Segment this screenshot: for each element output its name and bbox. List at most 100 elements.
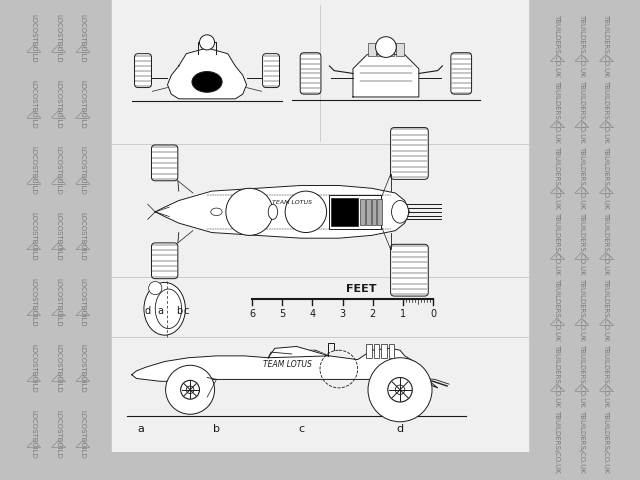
Bar xyxy=(330,195,381,229)
Circle shape xyxy=(388,378,412,402)
Text: LOCOSTBUILD: LOCOSTBUILD xyxy=(80,80,86,129)
Text: a: a xyxy=(157,306,163,316)
Bar xyxy=(378,199,382,225)
Text: TBUILDERS.CO.UK: TBUILDERS.CO.UK xyxy=(604,80,609,143)
Text: TBUILDERS.CO.UK: TBUILDERS.CO.UK xyxy=(579,14,585,77)
Bar xyxy=(360,199,365,225)
FancyBboxPatch shape xyxy=(390,244,428,296)
Text: TBUILDERS.CO.UK: TBUILDERS.CO.UK xyxy=(554,14,560,77)
Ellipse shape xyxy=(268,204,278,219)
Text: LOCOSTBUILD: LOCOSTBUILD xyxy=(31,146,36,195)
Text: b: b xyxy=(175,306,182,316)
Text: 5: 5 xyxy=(279,309,285,319)
Text: c: c xyxy=(184,306,189,316)
Bar xyxy=(368,43,376,57)
Text: c: c xyxy=(298,424,304,433)
Text: LOCOSTBUILD: LOCOSTBUILD xyxy=(80,14,86,63)
Bar xyxy=(366,199,371,225)
Text: TBUILDERS.CO.UK: TBUILDERS.CO.UK xyxy=(554,409,560,472)
Polygon shape xyxy=(156,185,410,238)
Circle shape xyxy=(166,365,214,414)
Text: 3: 3 xyxy=(340,309,346,319)
Circle shape xyxy=(285,191,326,232)
FancyBboxPatch shape xyxy=(152,145,178,181)
Text: LOCOSTBUILD: LOCOSTBUILD xyxy=(55,212,61,261)
Text: LOCOSTBUILD: LOCOSTBUILD xyxy=(31,80,36,129)
Text: a: a xyxy=(138,424,145,433)
Text: LOCOSTBUILD: LOCOSTBUILD xyxy=(31,212,36,261)
Text: d: d xyxy=(396,424,404,433)
Text: LOCOSTBUILD: LOCOSTBUILD xyxy=(80,409,86,458)
Text: TBUILDERS.CO.UK: TBUILDERS.CO.UK xyxy=(579,80,585,143)
Circle shape xyxy=(186,386,194,394)
Bar xyxy=(396,43,404,57)
Text: TBUILDERS.CO.UK: TBUILDERS.CO.UK xyxy=(604,212,609,275)
Text: LOCOSTBUILD: LOCOSTBUILD xyxy=(80,212,86,261)
Text: TBUILDERS.CO.UK: TBUILDERS.CO.UK xyxy=(604,278,609,340)
FancyBboxPatch shape xyxy=(152,243,178,279)
Bar xyxy=(374,344,380,358)
Text: LOCOSTBUILD: LOCOSTBUILD xyxy=(55,344,61,392)
Polygon shape xyxy=(132,348,438,388)
Text: TBUILDERS.CO.UK: TBUILDERS.CO.UK xyxy=(604,14,609,77)
Text: TBUILDERS.CO.UK: TBUILDERS.CO.UK xyxy=(554,80,560,143)
Ellipse shape xyxy=(211,208,222,216)
Text: 0: 0 xyxy=(430,309,436,319)
FancyBboxPatch shape xyxy=(134,54,152,87)
Text: 6: 6 xyxy=(249,309,255,319)
Text: LOCOSTBUILD: LOCOSTBUILD xyxy=(80,344,86,392)
Circle shape xyxy=(180,380,200,399)
Text: LOCOSTBUILD: LOCOSTBUILD xyxy=(31,14,36,63)
Bar xyxy=(332,198,358,226)
Circle shape xyxy=(376,36,396,58)
Text: LOCOSTBUILD: LOCOSTBUILD xyxy=(31,409,36,458)
Text: d: d xyxy=(145,306,151,316)
Text: TBUILDERS.CO.UK: TBUILDERS.CO.UK xyxy=(579,278,585,340)
FancyBboxPatch shape xyxy=(390,128,428,180)
Bar xyxy=(387,43,394,57)
Text: 2: 2 xyxy=(369,309,376,319)
Text: TBUILDERS.CO.UK: TBUILDERS.CO.UK xyxy=(579,409,585,472)
Circle shape xyxy=(396,385,404,395)
Bar xyxy=(366,344,372,358)
Text: LOCOSTBUILD: LOCOSTBUILD xyxy=(80,146,86,195)
Text: LOCOSTBUILD: LOCOSTBUILD xyxy=(31,278,36,326)
Ellipse shape xyxy=(192,72,222,92)
Text: LOCOSTBUILD: LOCOSTBUILD xyxy=(55,278,61,326)
Text: LOCOSTBUILD: LOCOSTBUILD xyxy=(31,344,36,392)
Polygon shape xyxy=(353,55,419,97)
Text: 4: 4 xyxy=(309,309,316,319)
Text: LOCOSTBUILD: LOCOSTBUILD xyxy=(55,146,61,195)
Text: TBUILDERS.CO.UK: TBUILDERS.CO.UK xyxy=(554,212,560,275)
Text: TBUILDERS.CO.UK: TBUILDERS.CO.UK xyxy=(579,344,585,407)
Circle shape xyxy=(148,281,162,295)
Text: 1: 1 xyxy=(400,309,406,319)
Text: TBUILDERS.CO.UK: TBUILDERS.CO.UK xyxy=(579,146,585,209)
Bar xyxy=(112,0,528,452)
Text: TBUILDERS.CO.UK: TBUILDERS.CO.UK xyxy=(604,146,609,209)
Bar xyxy=(381,344,387,358)
Bar xyxy=(372,199,376,225)
Text: LOCOSTBUILD: LOCOSTBUILD xyxy=(55,14,61,63)
Text: TBUILDERS.CO.UK: TBUILDERS.CO.UK xyxy=(579,212,585,275)
Text: TBUILDERS.CO.UK: TBUILDERS.CO.UK xyxy=(604,344,609,407)
Bar xyxy=(378,43,385,57)
Ellipse shape xyxy=(144,282,186,335)
FancyBboxPatch shape xyxy=(262,54,280,87)
Polygon shape xyxy=(268,347,330,358)
Circle shape xyxy=(368,358,432,422)
Text: TBUILDERS.CO.UK: TBUILDERS.CO.UK xyxy=(554,146,560,209)
Text: FEET: FEET xyxy=(346,284,377,294)
Circle shape xyxy=(200,35,214,50)
Text: LOCOSTBUILD: LOCOSTBUILD xyxy=(55,409,61,458)
Bar xyxy=(388,344,394,358)
FancyBboxPatch shape xyxy=(451,53,472,94)
Text: TBUILDERS.CO.UK: TBUILDERS.CO.UK xyxy=(554,278,560,340)
Text: b: b xyxy=(213,424,220,433)
Text: TBUILDERS.CO.UK: TBUILDERS.CO.UK xyxy=(554,344,560,407)
Text: TBUILDERS.CO.UK: TBUILDERS.CO.UK xyxy=(604,409,609,472)
Ellipse shape xyxy=(392,201,408,223)
Polygon shape xyxy=(168,48,246,99)
Text: LOCOSTBUILD: LOCOSTBUILD xyxy=(55,80,61,129)
Text: TEAM LOTUS: TEAM LOTUS xyxy=(262,360,312,369)
